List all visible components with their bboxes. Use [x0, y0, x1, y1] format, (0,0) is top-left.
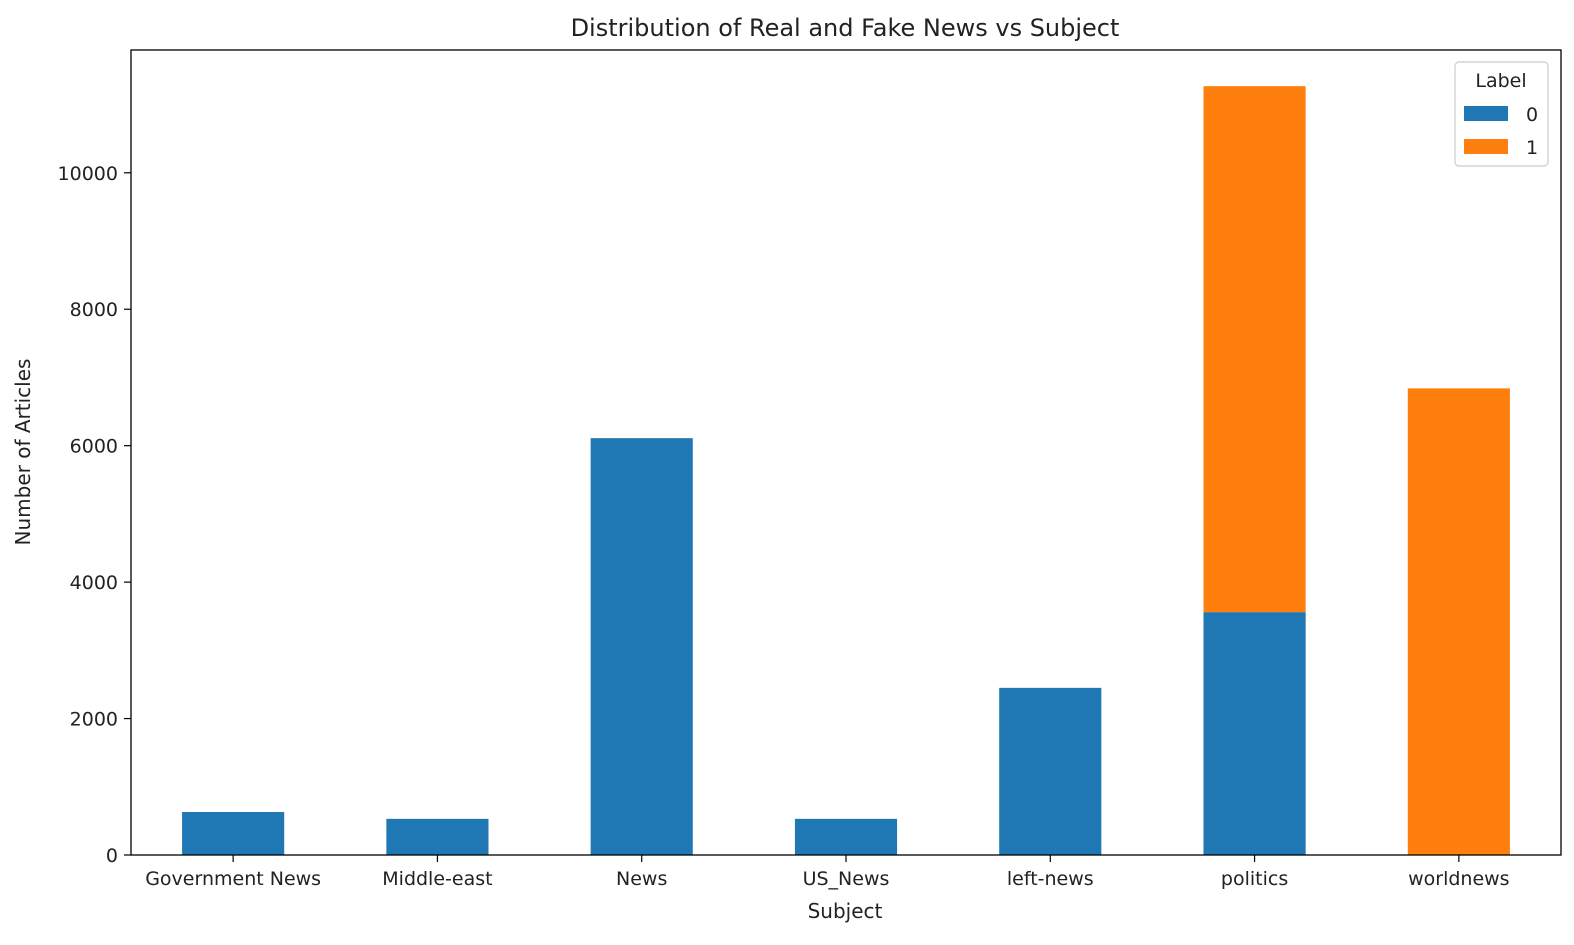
bars-layer	[182, 86, 1510, 855]
x-tick-label: Government News	[145, 868, 321, 890]
bar-us-news-series-0	[794, 818, 898, 855]
bar-worldnews-series-1	[1407, 388, 1510, 855]
y-tick-label: 0	[106, 845, 118, 867]
chart-title: Distribution of Real and Fake News vs Su…	[571, 14, 1120, 42]
legend-label-0: 0	[1526, 104, 1538, 126]
y-tick-label: 8000	[70, 299, 118, 321]
bar-government-news-series-0	[182, 812, 285, 855]
y-tick-label: 6000	[70, 436, 118, 458]
bar-left-news-series-0	[999, 687, 1102, 855]
x-tick-label: Middle-east	[382, 868, 492, 890]
y-tick-label: 2000	[70, 709, 118, 731]
x-tick-label: worldnews	[1408, 868, 1510, 890]
x-tick-label: US_News	[803, 868, 890, 890]
y-tick-label: 4000	[70, 572, 118, 594]
x-tick-label: left-news	[1007, 868, 1094, 890]
y-axis-title: Number of Articles	[11, 359, 35, 546]
x-tick-label: politics	[1221, 868, 1288, 890]
bar-politics-series-1	[1203, 86, 1306, 613]
ticks-layer: Government News Middle-east News US_News lef…	[58, 163, 1510, 890]
legend: Label 0 1	[1454, 61, 1549, 167]
legend-title: Label	[1475, 70, 1526, 92]
bar-news-series-0	[590, 438, 693, 855]
x-axis-title: Subject	[808, 899, 883, 923]
plot-area-frame	[130, 49, 1562, 856]
y-tick-label: 10000	[58, 163, 118, 185]
legend-swatch-1	[1464, 139, 1508, 154]
legend-swatch-0	[1464, 106, 1508, 121]
bar-middle-east-series-0	[386, 818, 489, 855]
bar-politics-series-0	[1203, 612, 1306, 855]
legend-label-1: 1	[1526, 137, 1538, 159]
x-tick-label: News	[616, 868, 667, 890]
